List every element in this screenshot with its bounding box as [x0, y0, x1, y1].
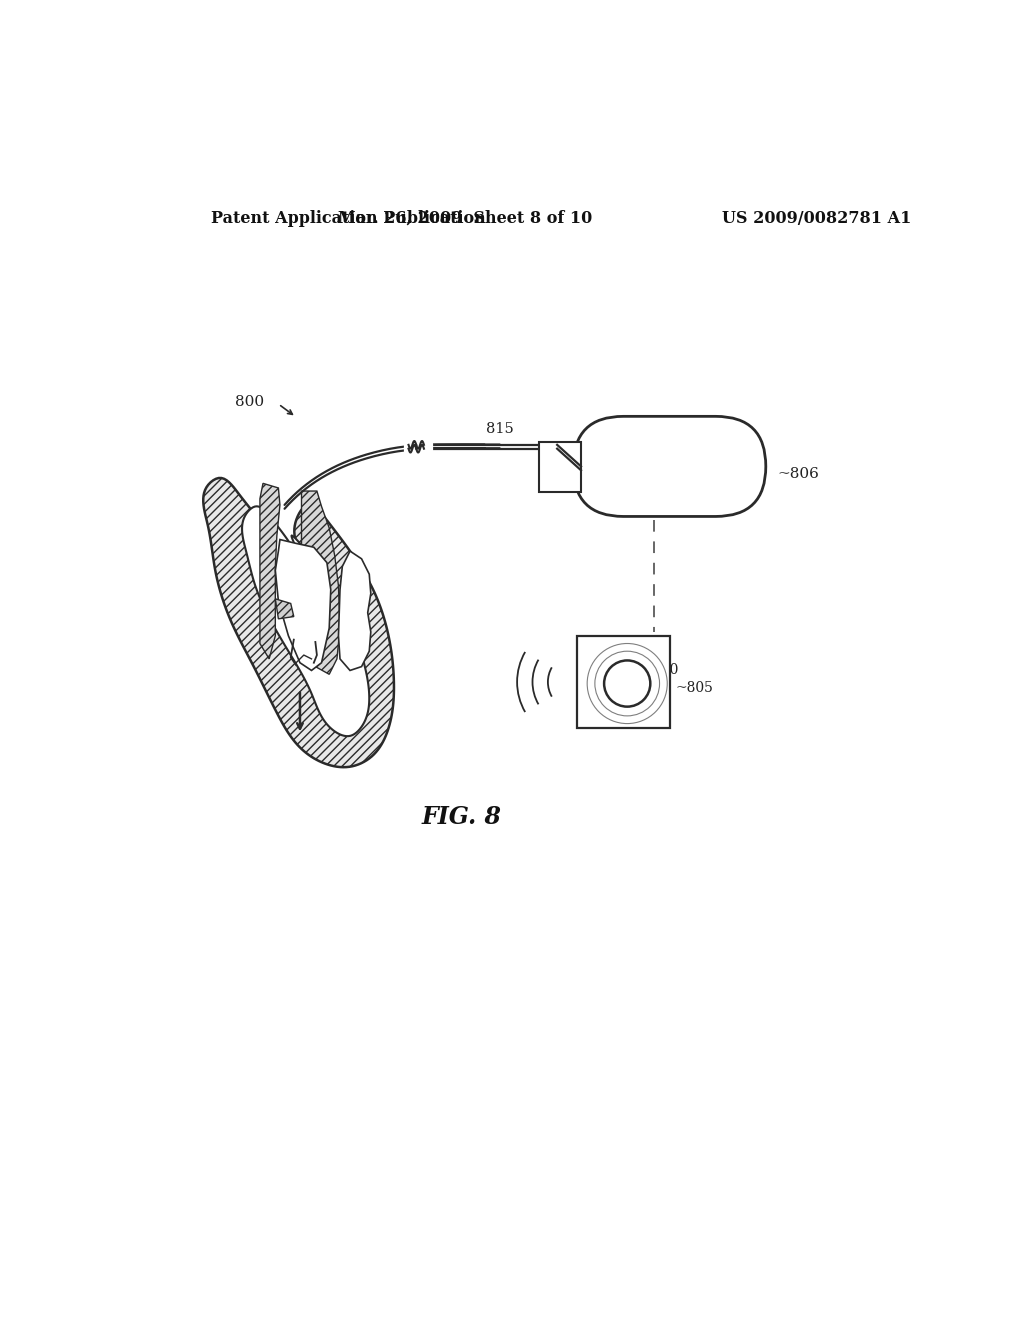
FancyBboxPatch shape [578, 636, 670, 729]
FancyBboxPatch shape [573, 416, 766, 516]
Text: 815: 815 [486, 421, 514, 436]
Polygon shape [203, 478, 394, 767]
Polygon shape [242, 507, 370, 737]
Text: 800: 800 [236, 395, 264, 409]
Text: FIG. 8: FIG. 8 [422, 805, 502, 829]
Text: ~806: ~806 [777, 467, 819, 480]
Text: 840: 840 [652, 664, 679, 677]
Text: Patent Application Publication: Patent Application Publication [211, 210, 486, 227]
Text: ~805: ~805 [676, 681, 714, 696]
FancyBboxPatch shape [539, 442, 581, 492]
Polygon shape [275, 599, 294, 619]
Text: US 2009/0082781 A1: US 2009/0082781 A1 [722, 210, 911, 227]
Polygon shape [301, 491, 340, 675]
Text: Mar. 26, 2009  Sheet 8 of 10: Mar. 26, 2009 Sheet 8 of 10 [338, 210, 593, 227]
Polygon shape [339, 552, 371, 671]
Polygon shape [260, 483, 280, 659]
Polygon shape [275, 540, 331, 671]
